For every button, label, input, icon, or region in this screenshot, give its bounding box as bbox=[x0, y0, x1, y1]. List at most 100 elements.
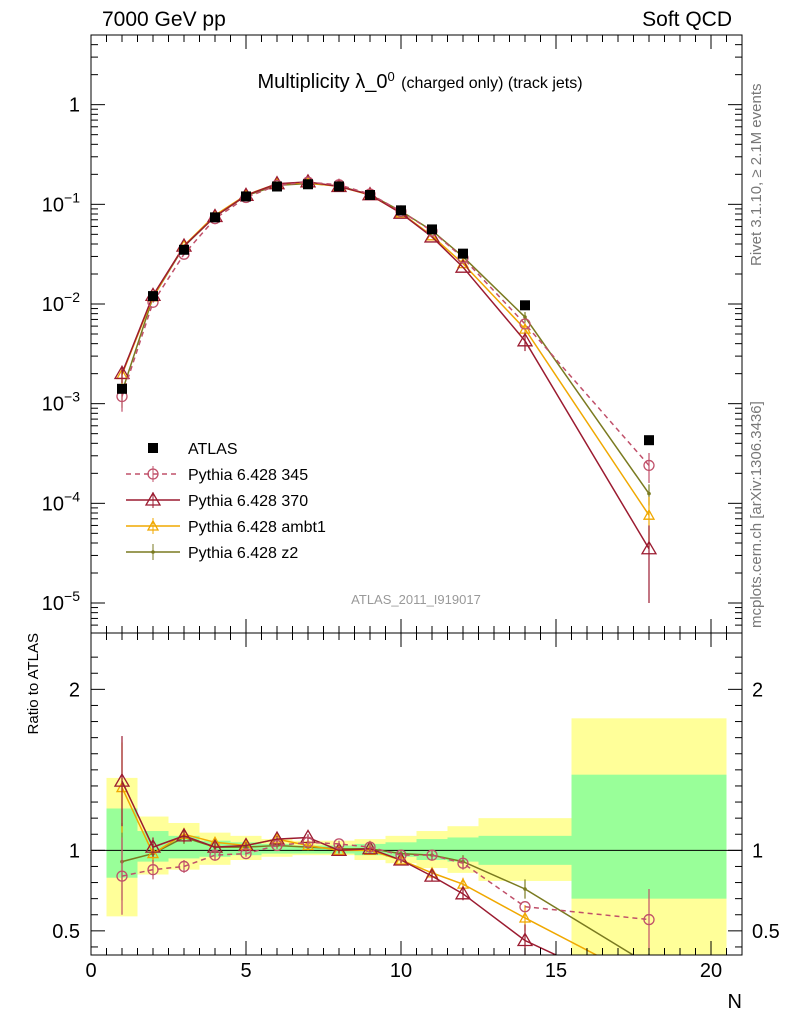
ratio-data-point bbox=[144, 838, 162, 853]
x-tick-label: 10 bbox=[390, 960, 412, 982]
ratio-data-point bbox=[333, 838, 345, 850]
ratio-data-point bbox=[523, 887, 527, 891]
ratio-data-point bbox=[209, 849, 221, 861]
ratio-data-point bbox=[644, 977, 654, 986]
main-frame bbox=[90, 34, 743, 634]
axis-labels: 10−510−410−310−210−110 5 10 15 200.5 0.51 12 2N… bbox=[25, 95, 780, 1013]
x-tick-label: 15 bbox=[545, 960, 567, 982]
main-data-point bbox=[210, 212, 220, 223]
legend-label: Pythia 6.428 345 bbox=[188, 467, 308, 484]
ratio-data-point bbox=[116, 870, 128, 882]
header-beam-label: 7000 GeV pp bbox=[102, 8, 226, 31]
y-tick-label-ratio-right: 2 bbox=[752, 679, 763, 701]
ratio-data-point bbox=[175, 827, 193, 842]
y-tick-label-ratio-right: 1 bbox=[752, 840, 763, 862]
ratio-series-0 bbox=[116, 836, 655, 951]
legend-label: Pythia 6.428 z2 bbox=[188, 545, 298, 562]
main-data-point bbox=[427, 224, 437, 235]
y-tick-label-main: 1 bbox=[69, 95, 80, 117]
analysis-watermark: ATLAS_2011_I919017 bbox=[351, 592, 481, 607]
main-data-point bbox=[334, 181, 344, 192]
legend: ATLAS Pythia 6.428 345 Pythia 6.428 370 Pyt… bbox=[126, 441, 326, 562]
main-data-point bbox=[647, 491, 651, 496]
ratio-data-point bbox=[302, 836, 314, 848]
legend-marker bbox=[144, 491, 162, 506]
main-series-group bbox=[113, 173, 658, 603]
ratio-band-inner bbox=[571, 774, 727, 899]
header-category-label: Soft QCD bbox=[642, 8, 732, 31]
ratio-series-group bbox=[113, 736, 656, 1003]
ratio-data-point bbox=[271, 839, 283, 852]
ratio-data-point bbox=[364, 841, 376, 853]
main-data-point bbox=[643, 459, 655, 472]
y-tick-label-ratio-right: 0.5 bbox=[752, 921, 780, 943]
ratio-data-point bbox=[516, 932, 534, 947]
x-axis-label: N bbox=[728, 991, 742, 1013]
ratio-data-point bbox=[454, 885, 472, 900]
main-data-point bbox=[272, 181, 282, 192]
main-series-line bbox=[121, 181, 650, 550]
ratio-data-point bbox=[423, 867, 441, 882]
main-data-point bbox=[519, 318, 531, 330]
main-data-point bbox=[640, 540, 658, 555]
x-tick-label: 5 bbox=[240, 960, 251, 982]
legend-marker bbox=[147, 468, 159, 480]
y-tick-label-ratio-left: 2 bbox=[69, 679, 80, 701]
legend-marker bbox=[146, 519, 160, 531]
main-data-point bbox=[423, 228, 441, 243]
main-data-point bbox=[113, 365, 131, 380]
main-data-point bbox=[396, 205, 406, 216]
main-data-point bbox=[520, 300, 530, 311]
ratio-data-point bbox=[519, 901, 531, 913]
legend-label: ATLAS bbox=[188, 441, 238, 458]
main-series-1 bbox=[116, 176, 655, 483]
main-data-point bbox=[644, 435, 654, 446]
chart-title: Multiplicity λ_00 (charged only) (track … bbox=[257, 69, 582, 94]
legend-marker bbox=[151, 550, 155, 554]
ratio-data-point bbox=[240, 847, 252, 860]
ratio-data-point bbox=[426, 849, 438, 861]
legend-label: Pythia 6.428 ambt1 bbox=[188, 519, 326, 536]
y-tick-label-ratio-left: 1 bbox=[69, 840, 80, 862]
main-data-point bbox=[642, 508, 656, 520]
x-tick-label: 20 bbox=[700, 960, 722, 982]
ratio-data-point bbox=[113, 772, 131, 787]
y-tick-label-ratio-left: 0.5 bbox=[52, 921, 80, 943]
ratio-data-point bbox=[146, 847, 160, 859]
main-data-point bbox=[365, 190, 375, 201]
y-tick-label-main: 10−2 bbox=[42, 289, 80, 316]
ratio-data-point bbox=[647, 963, 651, 967]
main-data-point bbox=[516, 332, 534, 347]
legend-marker bbox=[148, 443, 158, 453]
main-data-point bbox=[241, 191, 251, 202]
ratio-data-point bbox=[395, 849, 407, 861]
ratio-series-line bbox=[121, 787, 598, 955]
ratio-data-point bbox=[642, 991, 656, 1003]
y-tick-label-main: 10−5 bbox=[42, 588, 80, 615]
legend-label: Pythia 6.428 370 bbox=[188, 493, 308, 510]
y-tick-label-main: 10−1 bbox=[42, 189, 80, 216]
ratio-series-line bbox=[121, 780, 558, 955]
main-data-point bbox=[148, 291, 158, 302]
ratio-data-point bbox=[301, 839, 315, 851]
main-data-point bbox=[523, 315, 527, 319]
main-data-point bbox=[454, 258, 472, 273]
main-data-point bbox=[303, 179, 313, 190]
ratio-data-point bbox=[147, 864, 159, 876]
main-series-0 bbox=[117, 179, 654, 446]
x-tick-label: 0 bbox=[85, 960, 96, 982]
ratio-data-point bbox=[518, 911, 532, 923]
y-tick-label-main: 10−4 bbox=[42, 488, 80, 515]
main-data-point bbox=[179, 244, 189, 255]
y-tick-label-main: 10−3 bbox=[42, 389, 80, 416]
y-axis-label-ratio: Ratio to ATLAS bbox=[25, 633, 42, 734]
ratio-data-point bbox=[330, 842, 348, 856]
main-series-line bbox=[121, 182, 650, 516]
ratio-data-point bbox=[178, 860, 190, 873]
main-data-point bbox=[117, 383, 127, 394]
ratio-data-point bbox=[457, 857, 469, 869]
ratio-data-point bbox=[643, 913, 655, 926]
main-series-line bbox=[121, 181, 650, 466]
main-data-point bbox=[458, 248, 468, 259]
